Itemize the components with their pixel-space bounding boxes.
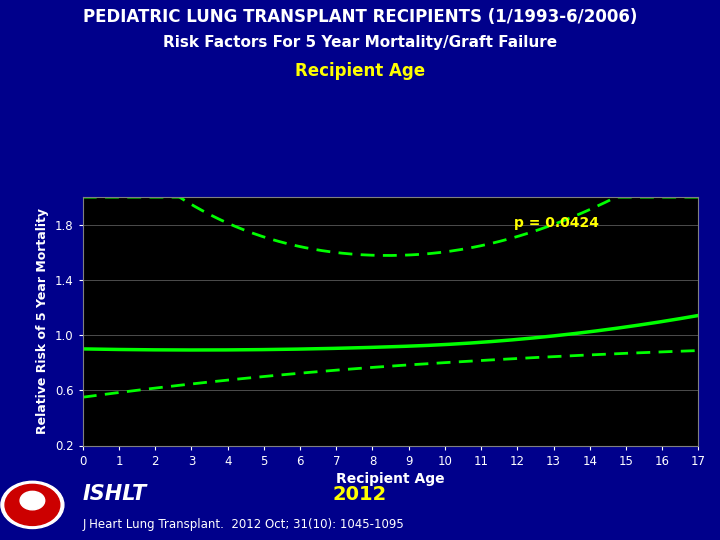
Y-axis label: Relative Risk of 5 Year Mortality: Relative Risk of 5 Year Mortality [37,208,50,434]
Text: 2012: 2012 [333,484,387,504]
Text: ISHLT: ISHLT [83,484,147,504]
X-axis label: Recipient Age: Recipient Age [336,472,445,485]
Text: p = 0.0424: p = 0.0424 [514,216,599,230]
Text: J Heart Lung Transplant.  2012 Oct; 31(10): 1045-1095: J Heart Lung Transplant. 2012 Oct; 31(10… [83,518,405,531]
Text: Recipient Age: Recipient Age [295,62,425,80]
Text: Risk Factors For 5 Year Mortality/Graft Failure: Risk Factors For 5 Year Mortality/Graft … [163,35,557,50]
Text: PEDIATRIC LUNG TRANSPLANT RECIPIENTS (1/1993-6/2006): PEDIATRIC LUNG TRANSPLANT RECIPIENTS (1/… [83,8,637,26]
